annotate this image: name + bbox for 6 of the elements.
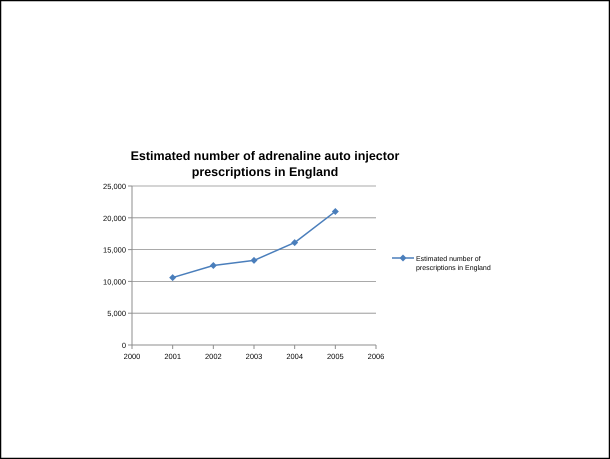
point [210, 262, 217, 269]
point [332, 208, 339, 215]
chart-title: Estimated number of adrenaline auto injector prescriptions in England [130, 149, 400, 179]
point [291, 239, 298, 246]
point [169, 274, 176, 282]
point [250, 256, 258, 264]
